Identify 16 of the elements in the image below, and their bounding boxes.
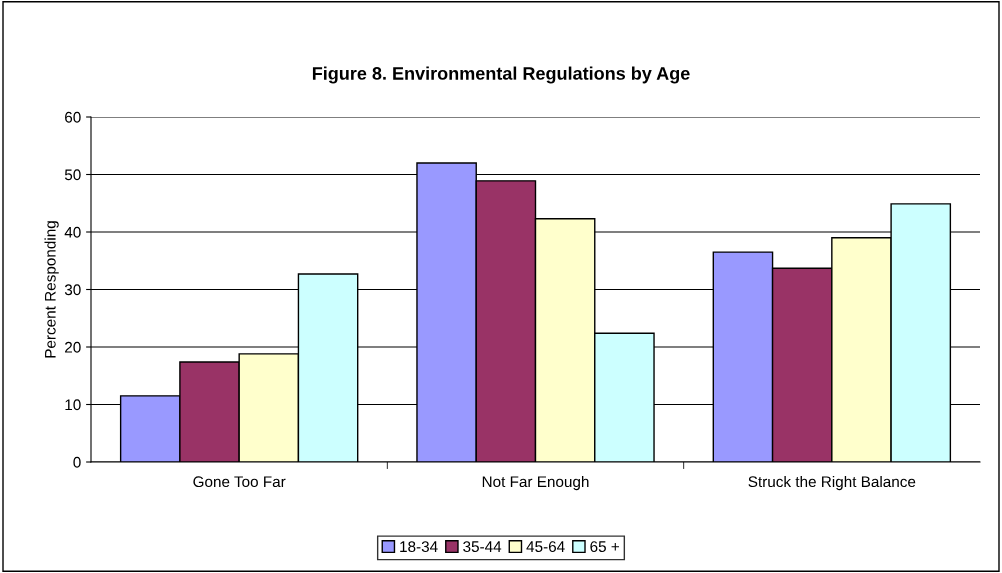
y-tick-label: 60 <box>65 111 81 123</box>
y-axis-title: Percent Responding <box>44 221 59 358</box>
y-tick-label: 20 <box>65 341 81 353</box>
y-tick-label: 10 <box>65 399 81 411</box>
y-tick-label: 40 <box>64 226 81 238</box>
y-tick-label: 30 <box>64 284 81 296</box>
y-tick-label: 0 <box>73 456 81 468</box>
x-tick-label: Not Far Enough <box>482 475 589 491</box>
y-tick-label: 50 <box>64 169 81 181</box>
legend-label: 18-34 <box>400 541 438 553</box>
chart-title: Figure 8. Environmental Regulations by Age <box>312 66 690 84</box>
legend-label: 45-64 <box>526 541 565 553</box>
x-tick-label: Struck the Right Balance <box>748 475 916 491</box>
legend-label: 65 + <box>590 541 619 553</box>
legend-label: 35-44 <box>463 541 502 553</box>
x-tick-label: Gone Too Far <box>193 476 286 488</box>
